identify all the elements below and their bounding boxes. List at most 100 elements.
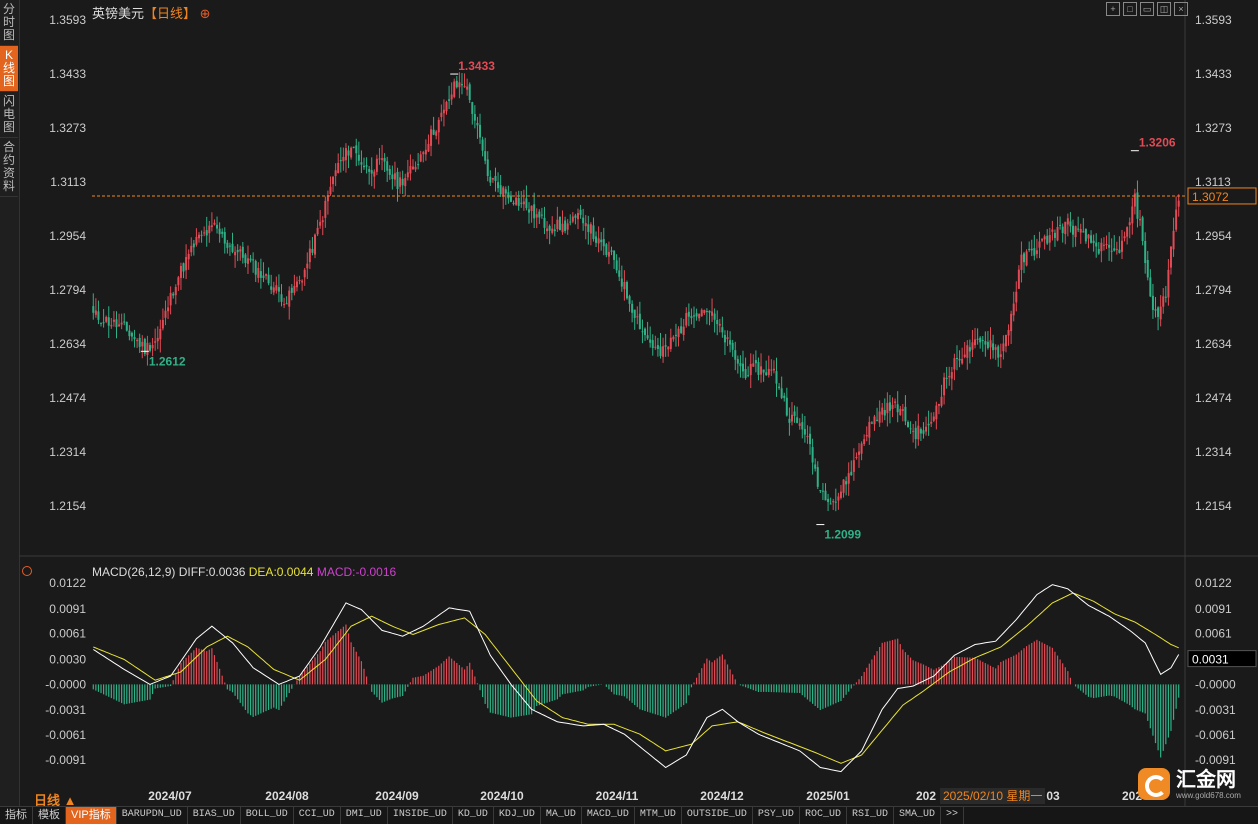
time-tick: 2024/09 [375, 789, 419, 803]
timeframe-label[interactable]: 【日线】 [144, 6, 197, 21]
candle-body [654, 346, 657, 348]
crosshair-icon[interactable]: + [1106, 2, 1120, 16]
indicator-tab-14[interactable]: OUTSIDE_UD [682, 807, 753, 824]
zoom-icon[interactable]: □ [1123, 2, 1137, 16]
candle-body [868, 421, 871, 438]
candle-body [388, 168, 391, 175]
layout-icon[interactable]: ◫ [1157, 2, 1171, 16]
candle-body [1167, 269, 1170, 298]
candle-body [979, 337, 982, 343]
candle-body [584, 223, 587, 227]
early-low-annotation: 1.2612 [149, 354, 186, 368]
candle-body [177, 277, 180, 286]
macd-current-label: 0.0031 [1192, 653, 1229, 667]
indicator-settings-icon[interactable] [22, 566, 32, 576]
add-icon[interactable]: ⊕ [199, 6, 211, 21]
high-annotation: 1.3433 [458, 59, 495, 73]
period-selector[interactable]: 日线 ▲ [34, 793, 77, 808]
indicator-tab-18[interactable]: SMA_UD [894, 807, 941, 824]
candle-body [159, 329, 162, 340]
candle-body [945, 377, 948, 379]
candle-body [437, 119, 440, 133]
candle-body [509, 195, 512, 202]
candle-body [143, 338, 146, 354]
indicator-tab-5[interactable]: BOLL_UD [241, 807, 294, 824]
price-tick-left: 1.3593 [49, 13, 86, 27]
candle-body [535, 214, 538, 218]
candle-body [381, 158, 384, 160]
candle-body [489, 176, 492, 183]
candle-body [391, 174, 394, 179]
candle-body [1082, 231, 1085, 233]
indicator-tab-19[interactable]: >> [941, 807, 964, 824]
candle-body [360, 162, 363, 165]
candle-body [556, 219, 559, 230]
window-icon[interactable]: ▭ [1140, 2, 1154, 16]
candle-body [888, 402, 891, 411]
price-chart[interactable]: 1.3593 1.3593 1.3433 1.3433 1.3273 1.3273 1.31… [0, 0, 1258, 806]
side-tab-0[interactable]: 分时图 [0, 0, 18, 46]
indicator-tab-4[interactable]: BIAS_UD [188, 807, 241, 824]
candle-body [419, 154, 422, 162]
candle-body [339, 160, 342, 162]
candle-body [935, 405, 938, 420]
candle-body [399, 177, 402, 187]
candle-body [213, 222, 216, 225]
indicator-tab-2[interactable]: VIP指标 [66, 807, 117, 824]
candle-body [107, 317, 110, 326]
price-tick-left: 1.2954 [49, 229, 86, 243]
candle-body [700, 309, 703, 317]
indicator-tab-6[interactable]: CCI_UD [294, 807, 341, 824]
candle-body [197, 234, 200, 239]
candle-body [115, 319, 118, 328]
candle-body [1051, 229, 1054, 232]
candle-body [757, 362, 760, 375]
indicator-tab-0[interactable]: 指标 [0, 807, 33, 824]
candle-body [852, 460, 855, 472]
indicator-tab-12[interactable]: MACD_UD [582, 807, 635, 824]
indicator-tab-16[interactable]: ROC_UD [800, 807, 847, 824]
close-icon[interactable]: × [1174, 2, 1188, 16]
indicator-tab-10[interactable]: KDJ_UD [494, 807, 541, 824]
candle-body [190, 245, 193, 253]
side-tab-3[interactable]: 合约资料 [0, 138, 18, 197]
indicator-tab-15[interactable]: PSY_UD [753, 807, 800, 824]
indicator-tab-9[interactable]: KD_UD [453, 807, 494, 824]
current-price-label: 1.3072 [1192, 190, 1229, 204]
candle-body [711, 311, 714, 316]
candle-body [427, 143, 430, 152]
indicator-tab-13[interactable]: MTM_UD [635, 807, 682, 824]
candle-body [775, 371, 778, 384]
candle-body [138, 337, 141, 347]
candle-body [602, 239, 605, 247]
candle-body [355, 145, 358, 154]
candle-body [881, 407, 884, 415]
candle-body [205, 230, 208, 236]
candle-body [324, 200, 327, 218]
candle-body [1002, 343, 1005, 352]
candle-body [404, 177, 407, 187]
candle-body [1020, 254, 1023, 270]
macd-tick-right: -0.0091 [1195, 753, 1236, 767]
indicator-tab-1[interactable]: 模板 [33, 807, 66, 824]
candle-body [417, 164, 420, 166]
candle-body [961, 358, 964, 364]
candle-body [463, 86, 466, 88]
candle-body [383, 158, 386, 162]
candle-body [615, 260, 618, 271]
side-tab-1[interactable]: K线图 [0, 46, 18, 92]
candle-body [747, 375, 750, 377]
candle-body [1102, 244, 1105, 246]
candle-body [239, 249, 242, 252]
macd-tick-right: -0.0061 [1195, 728, 1236, 742]
candle-body [778, 386, 781, 389]
indicator-tab-8[interactable]: INSIDE_UD [388, 807, 453, 824]
candle-body [821, 490, 824, 492]
indicator-tab-7[interactable]: DMI_UD [341, 807, 388, 824]
indicator-tab-3[interactable]: BARUPDN_UD [117, 807, 188, 824]
candle-body [827, 498, 830, 503]
indicator-tab-11[interactable]: MA_UD [541, 807, 582, 824]
indicator-tab-17[interactable]: RSI_UD [847, 807, 894, 824]
candle-body [1108, 244, 1111, 248]
side-tab-2[interactable]: 闪电图 [0, 92, 18, 138]
